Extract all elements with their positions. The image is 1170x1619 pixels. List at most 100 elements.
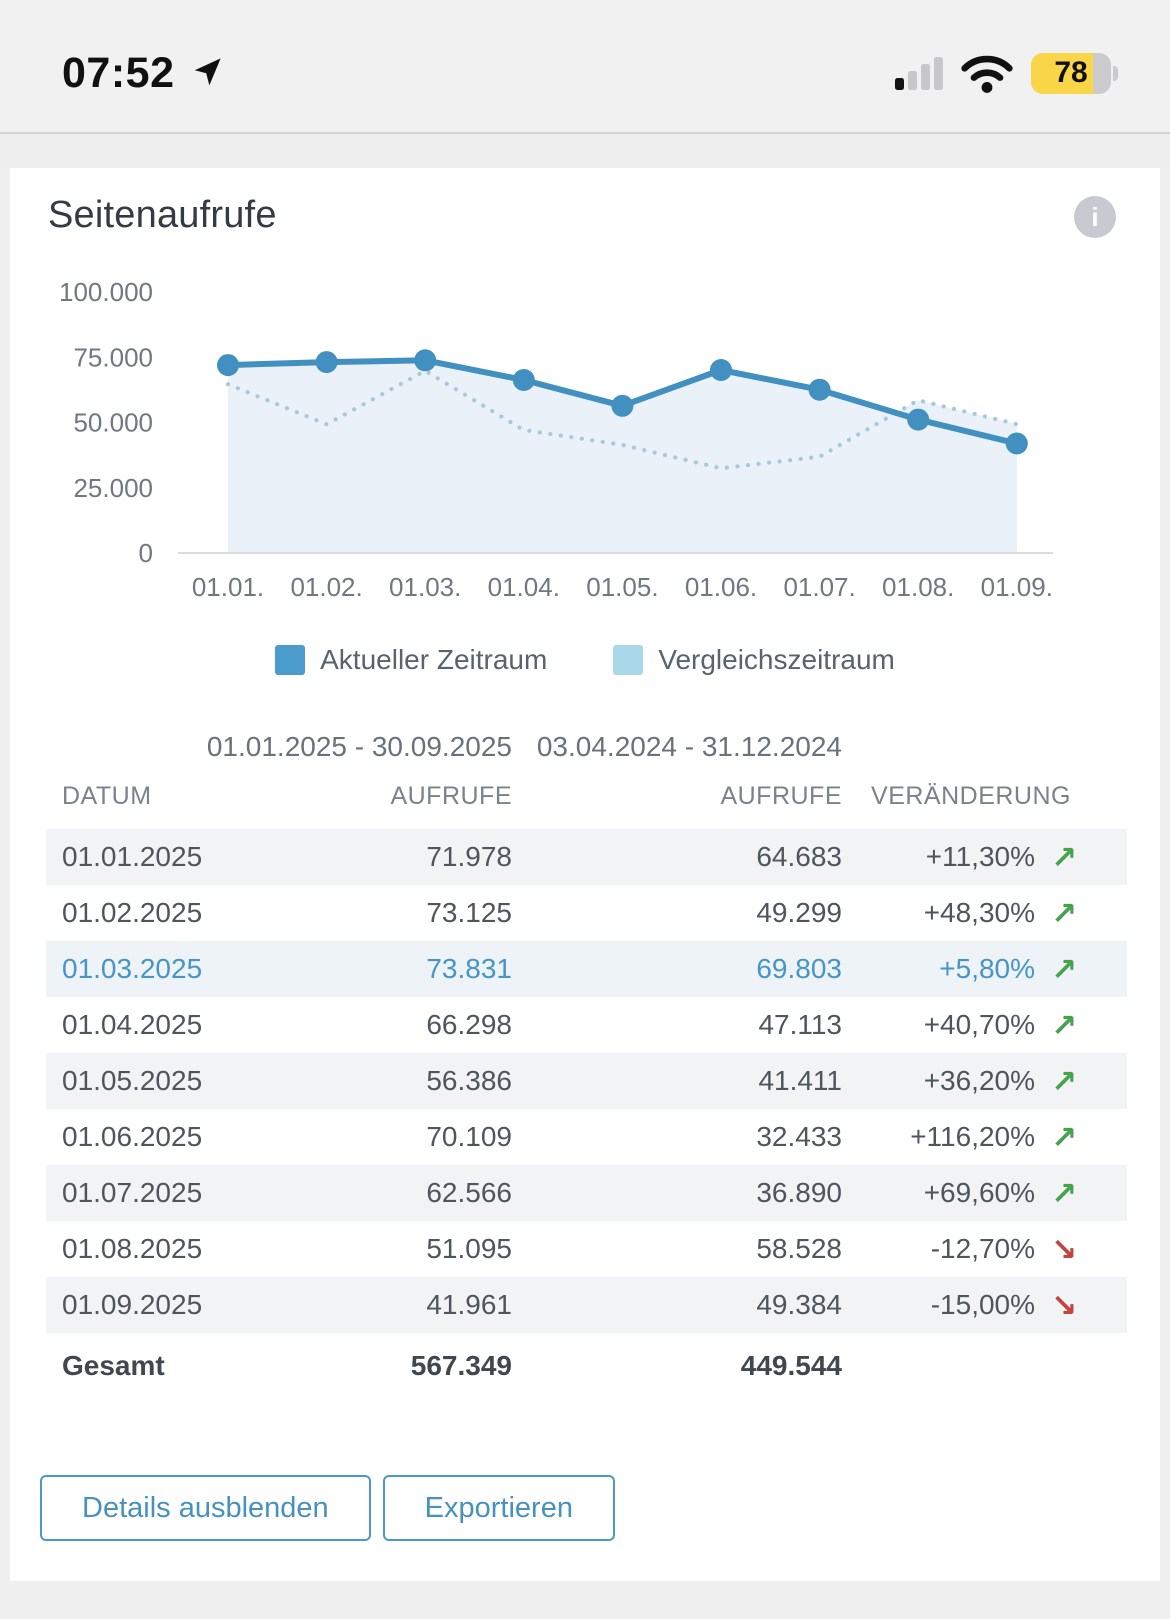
svg-text:0: 0: [139, 538, 153, 568]
svg-text:75.000: 75.000: [73, 342, 153, 372]
svg-text:01.06.: 01.06.: [685, 572, 757, 602]
info-icon[interactable]: i: [1074, 196, 1116, 238]
page-title: Seitenaufrufe: [48, 194, 277, 236]
header-datum: DATUM: [62, 781, 152, 810]
header-aufrufe-current: AUFRUFE: [390, 781, 512, 810]
trend-down-icon: ↘: [1051, 1231, 1077, 1267]
date-range-row: 01.01.2025 - 30.09.2025 03.04.2024 - 31.…: [46, 729, 1127, 765]
legend-item-comparison: Vergleichszeitraum: [613, 644, 895, 676]
svg-text:100.000: 100.000: [59, 277, 153, 307]
comparison-range: 03.04.2024 - 31.12.2024: [536, 731, 842, 762]
svg-text:01.05.: 01.05.: [586, 572, 658, 602]
legend-swatch: [275, 645, 306, 675]
header-aufrufe-comparison: AUFRUFE: [720, 781, 842, 810]
row-comparison-views: 69.803: [756, 953, 842, 984]
battery-percent: 78: [1054, 56, 1088, 89]
total-row: Gesamt 567.349 449.544: [46, 1337, 1127, 1395]
pageviews-chart[interactable]: 100.000 75.000 50.000 25.000 0 01.01. 01.02. 01…: [10, 266, 1160, 629]
row-date: 01.08.2025: [62, 1233, 203, 1264]
chart-legend: Aktueller Zeitraum Vergleichszeitraum: [10, 643, 1160, 677]
change-value: -15,00%: [930, 1289, 1036, 1320]
wifi-icon: [959, 52, 1015, 94]
row-current-views: 41.961: [426, 1289, 512, 1320]
svg-text:01.09.: 01.09.: [981, 572, 1053, 602]
table-row[interactable]: 01.07.2025 62.566 36.890 +69,60% ↗: [46, 1165, 1127, 1221]
table-row[interactable]: 01.08.2025 51.095 58.528 -12,70% ↘: [46, 1221, 1127, 1277]
trend-up-icon: ↗: [1051, 1175, 1077, 1211]
pageviews-card: Seitenaufrufe i 100.000 75.000 50.000 25.00…: [10, 168, 1160, 1581]
change-value: -12,70%: [930, 1233, 1036, 1264]
row-comparison-views: 58.528: [756, 1233, 842, 1264]
battery-icon: 78: [1031, 52, 1118, 94]
svg-text:01.01.: 01.01.: [192, 572, 264, 602]
status-bar: 07:52 78: [0, 0, 1170, 134]
row-change: +11,30% ↗: [842, 841, 1127, 873]
change-value: +11,30%: [925, 841, 1036, 872]
row-change: +69,60% ↗: [842, 1177, 1127, 1209]
svg-text:01.04.: 01.04.: [488, 572, 560, 602]
row-comparison-views: 47.113: [758, 1009, 842, 1040]
trend-up-icon: ↗: [1051, 1119, 1077, 1155]
legend-label: Vergleichszeitraum: [658, 644, 895, 675]
page-background-strip: [0, 134, 1170, 168]
total-current: 567.349: [410, 1350, 512, 1381]
line-chart-svg[interactable]: 100.000 75.000 50.000 25.000 0 01.01. 01.02. 01…: [10, 266, 1160, 624]
row-change: +5,80% ↗: [842, 953, 1127, 985]
trend-up-icon: ↗: [1051, 951, 1077, 987]
legend-label: Aktueller Zeitraum: [320, 644, 548, 675]
clock: 07:52: [62, 48, 175, 97]
hide-details-button[interactable]: Details ausblenden: [40, 1475, 371, 1541]
svg-text:01.02.: 01.02.: [290, 572, 362, 602]
row-comparison-views: 64.683: [756, 841, 842, 872]
table-row[interactable]: 01.02.2025 73.125 49.299 +48,30% ↗: [46, 885, 1127, 941]
svg-text:01.08.: 01.08.: [882, 572, 954, 602]
row-current-views: 73.125: [426, 897, 512, 928]
row-current-views: 51.095: [426, 1233, 512, 1264]
table-row[interactable]: 01.05.2025 56.386 41.411 +36,20% ↗: [46, 1053, 1127, 1109]
table-body: 01.01.2025 71.978 64.683 +11,30% ↗ 01.02.2025…: [46, 829, 1127, 1333]
row-date: 01.03.2025: [62, 953, 203, 984]
row-date: 01.06.2025: [62, 1121, 203, 1152]
change-value: +116,20%: [910, 1121, 1036, 1152]
row-change: +48,30% ↗: [842, 897, 1127, 929]
row-current-views: 71.978: [426, 841, 512, 872]
row-change: +116,20% ↗: [842, 1121, 1127, 1153]
change-value: +40,70%: [923, 1009, 1036, 1040]
row-date: 01.09.2025: [62, 1289, 203, 1320]
table-row[interactable]: 01.04.2025 66.298 47.113 +40,70% ↗: [46, 997, 1127, 1053]
table-row[interactable]: 01.09.2025 41.961 49.384 -15,00% ↘: [46, 1277, 1127, 1333]
row-change: -15,00% ↘: [842, 1289, 1127, 1321]
total-comparison: 449.544: [740, 1350, 842, 1381]
location-icon: [188, 55, 224, 91]
current-range: 01.01.2025 - 30.09.2025: [206, 731, 512, 762]
export-button[interactable]: Exportieren: [382, 1475, 615, 1541]
table-row[interactable]: 01.01.2025 71.978 64.683 +11,30% ↗: [46, 829, 1127, 885]
row-comparison-views: 49.384: [756, 1289, 842, 1320]
comparison-table: 01.01.2025 - 30.09.2025 03.04.2024 - 31.…: [46, 729, 1127, 1395]
row-current-views: 62.566: [426, 1177, 512, 1208]
change-value: +5,80%: [939, 953, 1036, 984]
cellular-icon: [895, 56, 943, 90]
row-date: 01.04.2025: [62, 1009, 203, 1040]
row-comparison-views: 41.411: [758, 1065, 842, 1096]
table-header-row: DATUM AUFRUFE AUFRUFE VERÄNDERUNG: [46, 775, 1127, 817]
header-veraenderung: VERÄNDERUNG: [871, 781, 1071, 810]
row-comparison-views: 32.433: [756, 1121, 842, 1152]
svg-text:50.000: 50.000: [73, 408, 153, 438]
row-current-views: 73.831: [426, 953, 512, 984]
row-change: -12,70% ↘: [842, 1233, 1127, 1265]
svg-text:01.07.: 01.07.: [783, 572, 855, 602]
trend-up-icon: ↗: [1051, 1063, 1077, 1099]
trend-up-icon: ↗: [1051, 895, 1077, 931]
table-row[interactable]: 01.06.2025 70.109 32.433 +116,20% ↗: [46, 1109, 1127, 1165]
change-value: +36,20%: [923, 1065, 1036, 1096]
table-row[interactable]: 01.03.2025 73.831 69.803 +5,80% ↗: [46, 941, 1127, 997]
svg-text:25.000: 25.000: [73, 473, 153, 503]
row-comparison-views: 49.299: [756, 897, 842, 928]
legend-swatch: [613, 645, 644, 675]
trend-up-icon: ↗: [1051, 1007, 1077, 1043]
row-current-views: 70.109: [426, 1121, 512, 1152]
row-date: 01.01.2025: [62, 841, 203, 872]
svg-text:01.03.: 01.03.: [389, 572, 461, 602]
row-date: 01.07.2025: [62, 1177, 203, 1208]
